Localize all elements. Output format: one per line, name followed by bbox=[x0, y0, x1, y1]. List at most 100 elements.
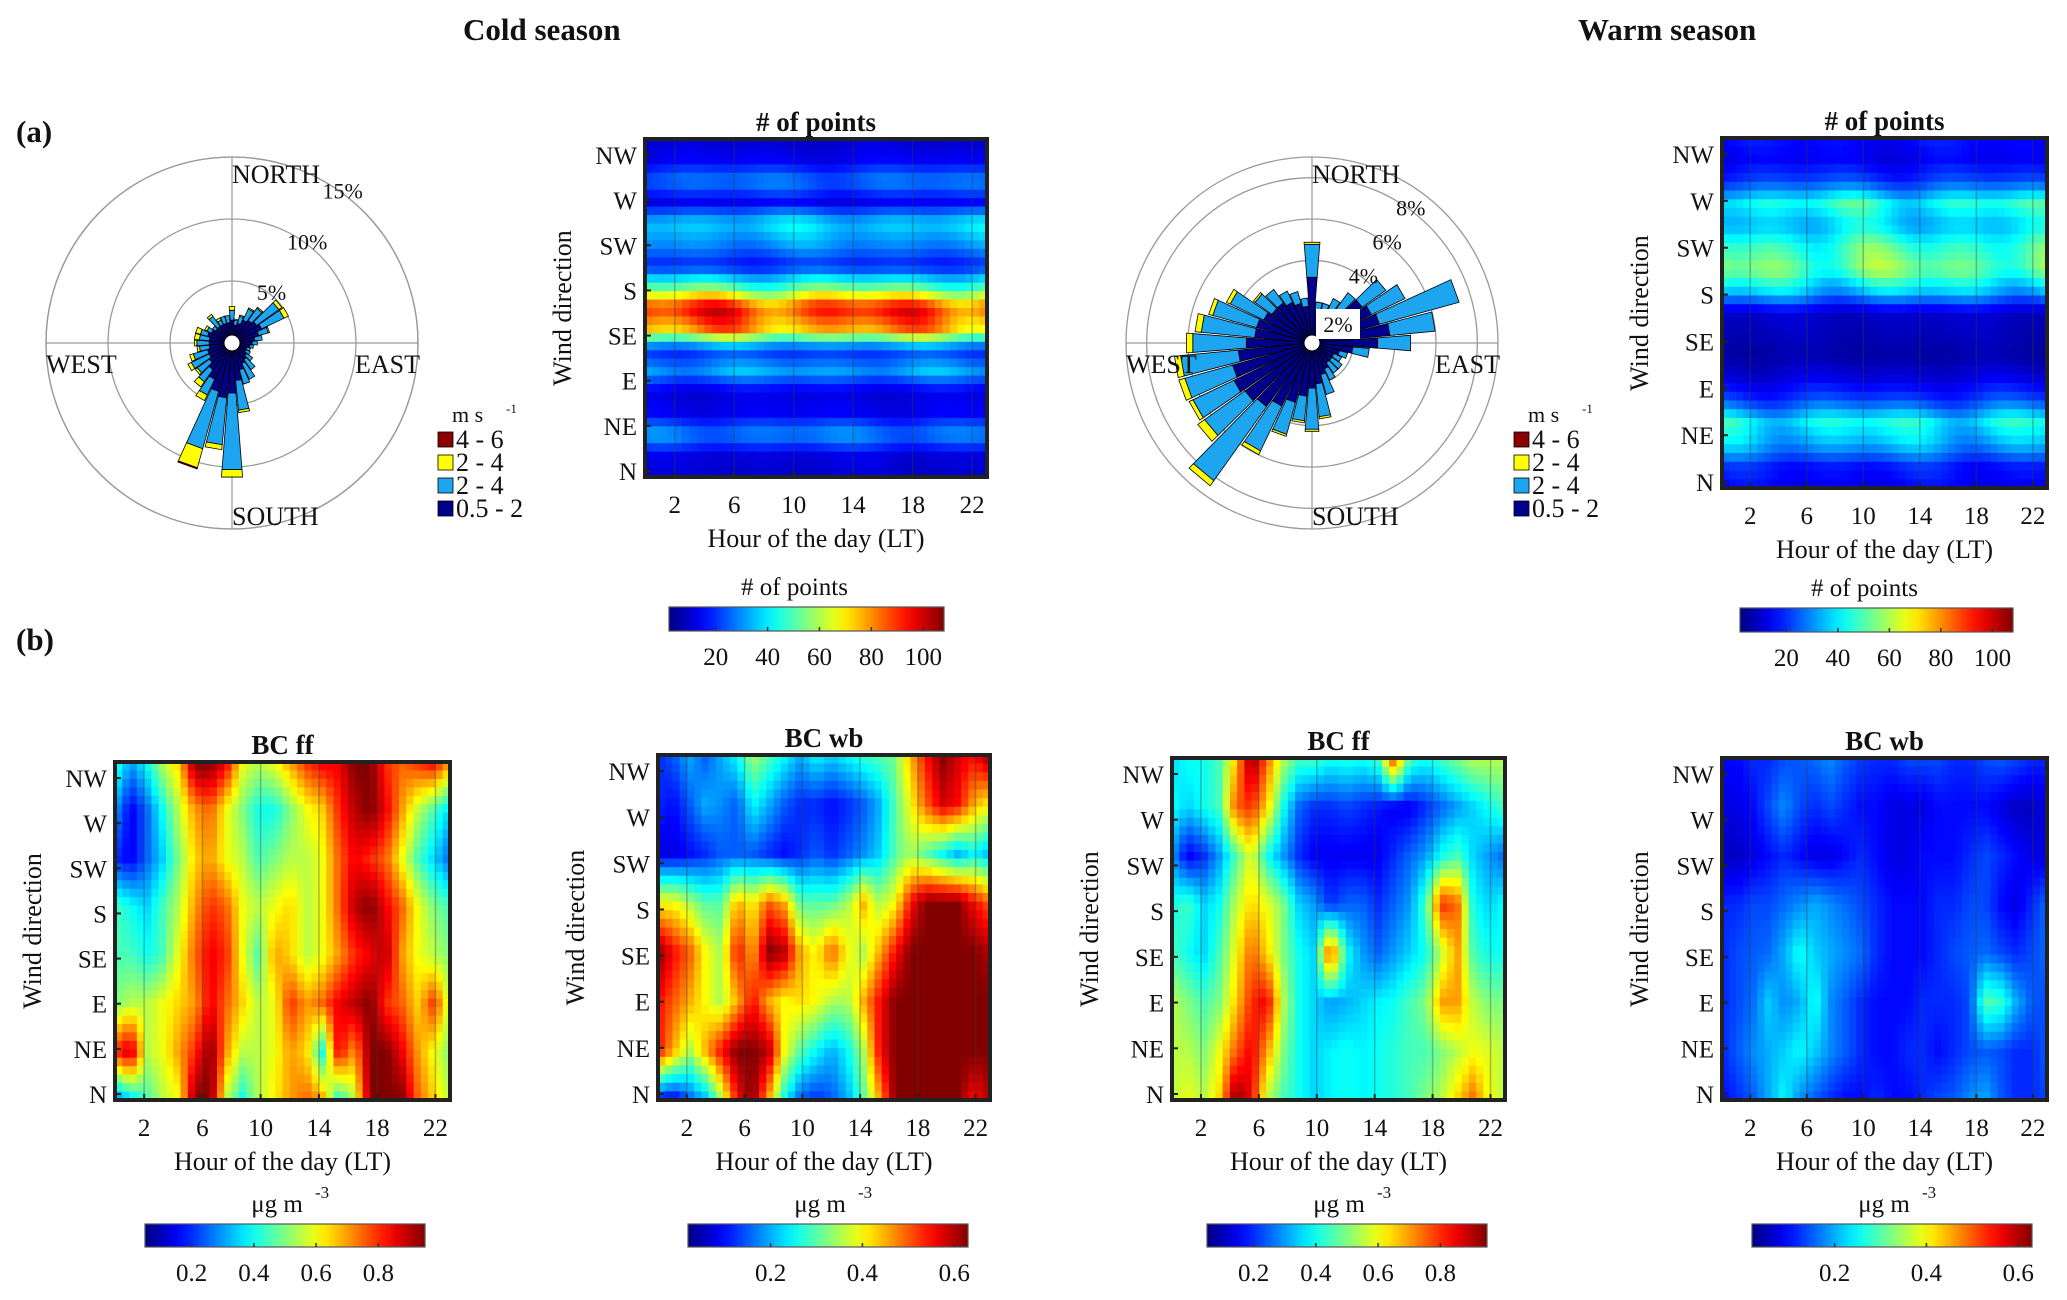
heatmap-cell bbox=[2011, 216, 2020, 227]
heatmap-cell bbox=[1919, 330, 1928, 340]
heatmap-cell bbox=[719, 468, 728, 478]
heatmap-cell bbox=[868, 223, 877, 233]
heatmap-cell bbox=[890, 392, 899, 402]
heatmap-cell bbox=[1785, 181, 1794, 192]
heatmap-cell bbox=[964, 324, 973, 334]
heatmap-cell bbox=[1743, 313, 1751, 323]
heatmap-cell bbox=[1827, 461, 1836, 472]
heatmap-cell bbox=[2025, 426, 2034, 437]
heatmap-cell bbox=[689, 358, 698, 368]
windrose-bar bbox=[1291, 418, 1305, 424]
heatmap-cell bbox=[853, 139, 862, 149]
heatmap-cell bbox=[2011, 383, 2020, 393]
heatmap-cell bbox=[1722, 444, 1730, 454]
heatmap-cell bbox=[979, 341, 988, 351]
heatmap-cell bbox=[1948, 190, 1956, 200]
heatmap-cell bbox=[942, 358, 951, 368]
heatmap-cell bbox=[260, 821, 269, 831]
heatmap-cell bbox=[734, 451, 743, 461]
heatmap-cell bbox=[224, 838, 233, 848]
heatmap-cell bbox=[652, 324, 661, 334]
heatmap-cell bbox=[253, 829, 262, 839]
heatmap-cell bbox=[216, 863, 225, 873]
heatmap-cell bbox=[964, 274, 973, 284]
heatmap-cell bbox=[1969, 278, 1977, 288]
heatmap-cell bbox=[793, 392, 802, 402]
heatmap-cell bbox=[275, 1057, 284, 1067]
heatmap-cell bbox=[726, 324, 735, 334]
heatmap-cell bbox=[216, 973, 225, 983]
heatmap-cell bbox=[1750, 234, 1758, 244]
heatmap-cell bbox=[920, 392, 929, 402]
heatmap-cell bbox=[823, 392, 832, 402]
heatmap-cell bbox=[1983, 391, 1992, 402]
heatmap-cell bbox=[1806, 391, 1815, 402]
heatmap-cell bbox=[238, 897, 247, 907]
windrose-center bbox=[223, 334, 241, 352]
heatmap-cell bbox=[704, 198, 713, 208]
heatmap-cell bbox=[972, 215, 981, 225]
heatmap-cell bbox=[231, 973, 240, 983]
heatmap-cell bbox=[1990, 461, 1999, 472]
heatmap-cell bbox=[860, 240, 869, 250]
heatmap-cell bbox=[1799, 444, 1808, 454]
heatmap-cell bbox=[253, 762, 262, 772]
heatmap-cell bbox=[1926, 479, 1935, 489]
heatmap-cell bbox=[949, 291, 958, 301]
heatmap-cell bbox=[1983, 348, 1992, 358]
heatmap-cell bbox=[144, 939, 153, 949]
heatmap-cell bbox=[1969, 435, 1977, 445]
heatmap-cell bbox=[1955, 453, 1963, 463]
heatmap-cell bbox=[1884, 374, 1893, 384]
heatmap-cell bbox=[934, 299, 943, 309]
heatmap-cell bbox=[793, 248, 802, 258]
heatmap-cell bbox=[1962, 444, 1970, 454]
heatmap-cell bbox=[158, 804, 167, 814]
heatmap-cell bbox=[1820, 409, 1829, 419]
heatmap-cell bbox=[882, 265, 891, 275]
heatmap-cell bbox=[771, 147, 780, 157]
heatmap-cell bbox=[1729, 146, 1737, 157]
heatmap-cell bbox=[823, 350, 832, 360]
heatmap-cell bbox=[129, 795, 138, 805]
heatmap-cell bbox=[136, 964, 145, 974]
heatmap-cell bbox=[1955, 260, 1963, 270]
heatmap-cell bbox=[719, 198, 728, 208]
heatmap-cell bbox=[202, 888, 211, 898]
heatmap-cell bbox=[1856, 348, 1864, 358]
heatmap-cell bbox=[1778, 164, 1787, 174]
heatmap-cell bbox=[238, 964, 247, 974]
heatmap-cell bbox=[912, 367, 921, 377]
heatmap-cell bbox=[1933, 304, 1942, 314]
heatmap-cell bbox=[749, 155, 758, 165]
heatmap-cell bbox=[704, 164, 713, 174]
heatmap-cell bbox=[734, 265, 743, 275]
heatmap-cell bbox=[2032, 365, 2041, 375]
heatmap-cell bbox=[173, 770, 182, 780]
heatmap-cell bbox=[158, 821, 167, 831]
compass-east: EAST bbox=[355, 350, 420, 379]
heatmap-cell bbox=[2032, 260, 2041, 270]
heatmap-cell bbox=[905, 367, 914, 377]
heatmap-cell bbox=[875, 274, 884, 284]
heatmap-cell bbox=[942, 341, 951, 351]
heatmap-cell bbox=[801, 426, 810, 436]
heatmap-cell bbox=[1969, 391, 1977, 402]
heatmap-cell bbox=[136, 1023, 145, 1033]
heatmap-cell bbox=[786, 417, 795, 427]
heatmap-cell bbox=[231, 1040, 240, 1050]
heatmap-cell bbox=[697, 350, 706, 360]
heatmap-cell bbox=[1870, 479, 1879, 489]
heatmap-cell bbox=[1898, 479, 1907, 489]
heatmap-cell bbox=[1983, 479, 1992, 489]
heatmap-cell bbox=[934, 451, 943, 461]
heatmap-cell bbox=[1933, 260, 1942, 270]
heatmap-cell bbox=[719, 248, 728, 258]
heatmap-cell bbox=[1799, 304, 1808, 314]
heatmap-cell bbox=[964, 400, 973, 410]
heatmap-cell bbox=[253, 1023, 262, 1033]
heatmap-cell bbox=[1990, 278, 1999, 288]
heatmap-cell bbox=[1990, 418, 1999, 428]
heatmap-cell bbox=[659, 291, 668, 301]
heatmap-cell bbox=[726, 231, 735, 241]
